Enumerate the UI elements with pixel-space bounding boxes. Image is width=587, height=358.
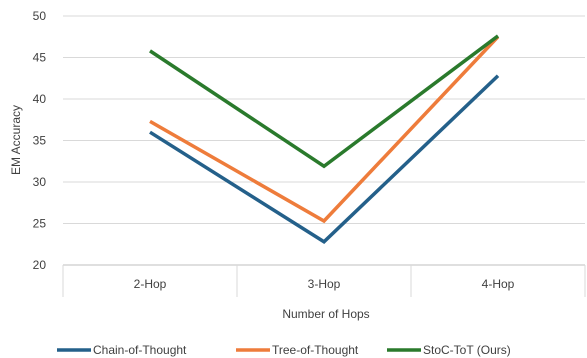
x-tick-label: 4-Hop (482, 277, 515, 291)
legend: Chain-of-Thought Tree-of-Thought StoC-ToT … (57, 343, 511, 357)
legend-label-1: Tree-of-Thought (272, 343, 359, 357)
series-line-2 (149, 34, 500, 169)
y-tick-label: 40 (33, 92, 47, 106)
gridlines (63, 15, 585, 224)
y-tick-label: 45 (33, 51, 47, 65)
x-axis-title: Number of Hops (282, 307, 369, 321)
y-tick-label: 30 (33, 175, 47, 189)
x-tick-label: 2-Hop (134, 277, 167, 291)
y-tick-label: 25 (33, 217, 47, 231)
y-tick-label: 35 (33, 134, 47, 148)
series-line-1 (149, 35, 500, 224)
x-tick-label: 3-Hop (308, 277, 341, 291)
y-tick-label: 20 (33, 258, 47, 272)
y-tick-labels: 20 25 30 35 40 45 50 (33, 9, 47, 272)
y-tick-label: 50 (33, 9, 47, 23)
series-line-0 (149, 74, 500, 244)
y-axis-title: EM Accuracy (9, 105, 23, 175)
x-axis: 2-Hop 3-Hop 4-Hop (62, 264, 586, 297)
legend-label-0: Chain-of-Thought (93, 343, 187, 357)
series-lines (149, 34, 500, 244)
legend-label-2: StoC-ToT (Ours) (423, 343, 511, 357)
